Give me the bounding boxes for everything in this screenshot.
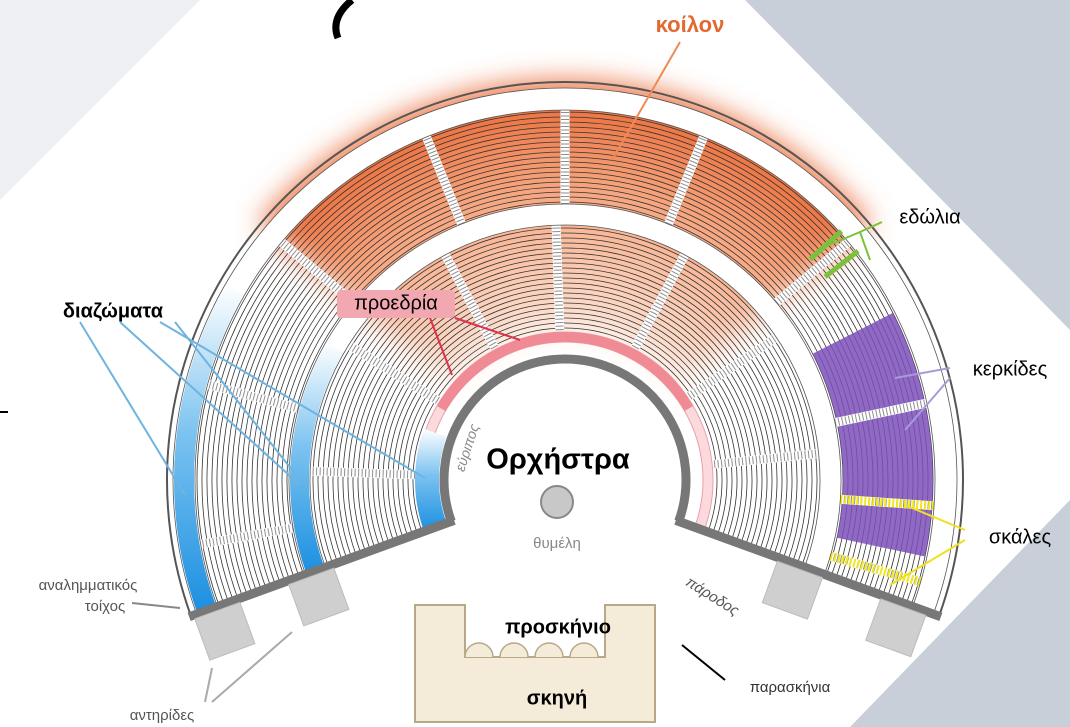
kerkides-label: κερκίδες	[973, 358, 1048, 380]
thymeli-label: θυμέλη	[533, 535, 581, 552]
proedria-label: προεδρία	[354, 292, 438, 314]
thymeli	[541, 486, 573, 518]
analimmatikos-label: αναλημματικός	[39, 577, 138, 594]
theater-diagram: κοίλον εδώλια διαζώματα προεδρία κερκίδε…	[0, 0, 1070, 727]
skales-label: σκάλες	[989, 526, 1052, 548]
orchestra-label: Ορχήστρα	[486, 444, 630, 476]
proskinio-label: προσκήνιο	[505, 616, 611, 638]
analimmatikos-label: τοίχος	[85, 598, 125, 615]
antirides-label: αντηρίδες	[130, 707, 195, 724]
koilon-label: κοίλον	[656, 12, 725, 37]
diazomata-label: διαζώματα	[63, 300, 164, 322]
paraskinia-label: παρασκήνια	[750, 679, 831, 696]
edolia-label: εδώλια	[899, 206, 960, 228]
skini-label: σκηνή	[527, 687, 587, 709]
